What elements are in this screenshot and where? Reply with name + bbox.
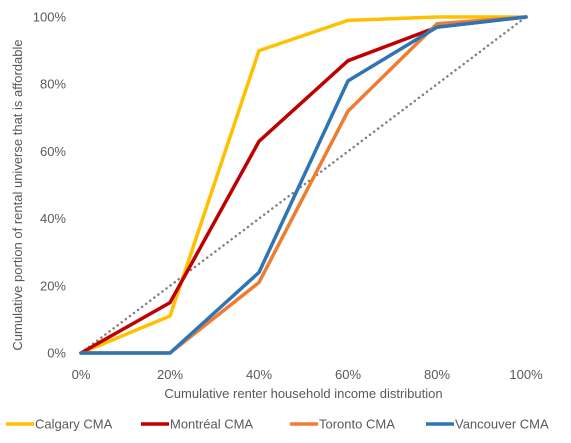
x-tick-label: 80% [424,367,450,382]
y-tick-label: 60% [40,144,66,159]
reference-line [79,15,528,355]
x-tick-label: 40% [246,367,272,382]
legend-item: Vancouver CMA [426,417,549,432]
legend-item: Calgary CMA [6,417,113,432]
y-tick-label: 80% [40,77,66,92]
legend-label: Toronto CMA [319,417,395,432]
legend-label: Vancouver CMA [455,417,549,432]
legend-item: Montréal CMA [141,417,253,432]
series-line-vancouver-cma [79,15,528,355]
series-line-calgary-cma [79,15,528,355]
series-layer [79,15,528,355]
y-axis-tick-labels: 0% 20% 40% 60% 80% 100% [33,10,67,361]
y-tick-label: 20% [40,278,66,293]
x-axis-tick-labels: 0% 20% 40% 60% 80% 100% [72,367,543,382]
y-axis-title: Cumulative portion of rental universe th… [10,39,25,350]
legend-item: Toronto CMA [290,417,395,432]
legend-label: Calgary CMA [35,417,113,432]
reference-line-layer [79,15,528,355]
x-axis-title: Cumulative renter household income distr… [164,386,442,401]
y-tick-label: 0% [47,346,66,361]
y-tick-label: 100% [33,10,67,25]
x-tick-label: 100% [509,367,543,382]
x-tick-label: 0% [72,367,91,382]
x-tick-label: 20% [157,367,183,382]
x-tick-label: 60% [335,367,361,382]
legend: Calgary CMA Montréal CMA Toronto CMA Vancou… [6,417,549,432]
legend-label: Montréal CMA [170,417,253,432]
y-tick-label: 40% [40,211,66,226]
